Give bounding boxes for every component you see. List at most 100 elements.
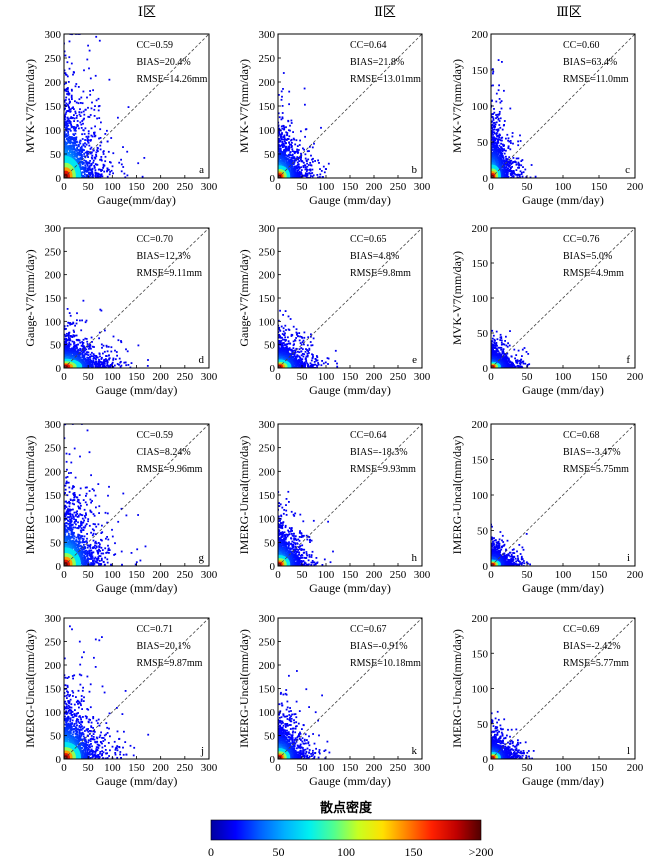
x-tick-label: 50 [522, 181, 534, 193]
scatter-point [89, 90, 91, 92]
scatter-point [496, 116, 499, 118]
scatter-point [493, 136, 495, 138]
scatter-point [495, 157, 497, 160]
scatter-point [307, 176, 309, 178]
scatter-point [88, 366, 90, 368]
scatter-point [283, 149, 286, 152]
scatter-point [498, 113, 501, 115]
scatter-point [492, 128, 494, 131]
scatter-point [506, 171, 508, 174]
scatter-point [505, 169, 507, 172]
scatter-point [495, 121, 498, 124]
scatter-point [69, 136, 71, 138]
scatter-point [491, 125, 493, 128]
scatter-point [66, 117, 69, 119]
scatter-point [91, 176, 94, 178]
scatter-point [64, 99, 67, 101]
scatter-point [68, 312, 71, 314]
scatter-point [280, 144, 283, 147]
scatter-point [294, 143, 297, 146]
scatter-point [289, 171, 292, 173]
scatter-point [89, 93, 92, 96]
scatter-point [520, 164, 523, 167]
scatter-point [503, 120, 506, 122]
scatter-point [88, 165, 91, 168]
scatter-point [83, 168, 86, 171]
scatter-point [113, 364, 116, 367]
scatter-point [88, 167, 91, 169]
scatter-point [296, 166, 299, 169]
scatter-point [495, 133, 498, 136]
scatter-point [298, 176, 301, 178]
scatter-point [94, 175, 97, 177]
scatter-point [68, 40, 71, 43]
scatter-point [285, 154, 288, 157]
scatter-point [287, 155, 290, 157]
scatter-point [518, 174, 521, 177]
one-to-one-line-b [277, 33, 423, 179]
scatter-point [92, 159, 95, 162]
scatter-point [74, 155, 77, 158]
scatter-point [97, 105, 100, 108]
scatter-point [97, 168, 100, 171]
scatter-point [492, 134, 494, 136]
scatter-point [309, 168, 312, 171]
scatter-point [91, 167, 94, 170]
scatter-point [73, 134, 75, 137]
scatter-point [100, 169, 103, 172]
x-tick-label: 150 [591, 181, 608, 193]
scatter-point [493, 161, 495, 163]
y-tick-label: 300 [45, 29, 62, 41]
scatter-point [521, 175, 524, 178]
scatter-point [95, 153, 97, 156]
scatter-point [96, 149, 98, 152]
scatter-point [499, 159, 502, 161]
scatter-point [64, 344, 67, 346]
scatter-point [84, 353, 87, 355]
scatter-point [64, 54, 67, 57]
scatter-point [305, 128, 308, 130]
scatter-point [64, 133, 66, 135]
scatter-point [66, 88, 69, 91]
scatter-point [75, 144, 78, 146]
scatter-point [67, 136, 70, 139]
scatter-point [304, 164, 307, 167]
scatter-point [92, 89, 94, 92]
scatter-point [499, 167, 502, 169]
x-tick-label: 50 [83, 181, 95, 193]
panel-letter-c: c [625, 164, 630, 176]
scatter-point [309, 172, 312, 175]
scatter-point [283, 160, 285, 163]
scatter-point [302, 174, 305, 177]
scatter-point [291, 173, 294, 176]
scatter-point [496, 130, 499, 133]
scatter-point [86, 169, 89, 171]
scatter-point [311, 175, 314, 178]
scatter-point [64, 121, 66, 123]
scatter-point [90, 127, 93, 130]
scatter-point [302, 165, 305, 167]
scatter-point [103, 363, 106, 365]
scatter-point [67, 90, 69, 93]
scatter-point [289, 129, 291, 132]
scatter-point [288, 129, 290, 132]
scatter-point [288, 164, 290, 167]
scatter-point [79, 157, 82, 160]
scatter-point [81, 102, 84, 105]
scatter-point [493, 121, 496, 124]
scatter-point [68, 122, 71, 124]
scatter-point [95, 99, 98, 102]
scatter-point [79, 121, 82, 124]
scatter-point [287, 166, 290, 169]
scatter-point [68, 137, 71, 140]
scatter-point [91, 351, 93, 354]
scatter-point [506, 133, 509, 136]
scatter-point [296, 174, 299, 177]
scatter-point [78, 353, 81, 356]
scatter-point [81, 163, 84, 166]
scatter-point [69, 352, 72, 355]
x-axis-label-c: Gauge (mm/day) [522, 193, 604, 207]
scatter-point [299, 156, 302, 158]
scatter-point [73, 126, 76, 128]
scatter-point [294, 171, 297, 174]
